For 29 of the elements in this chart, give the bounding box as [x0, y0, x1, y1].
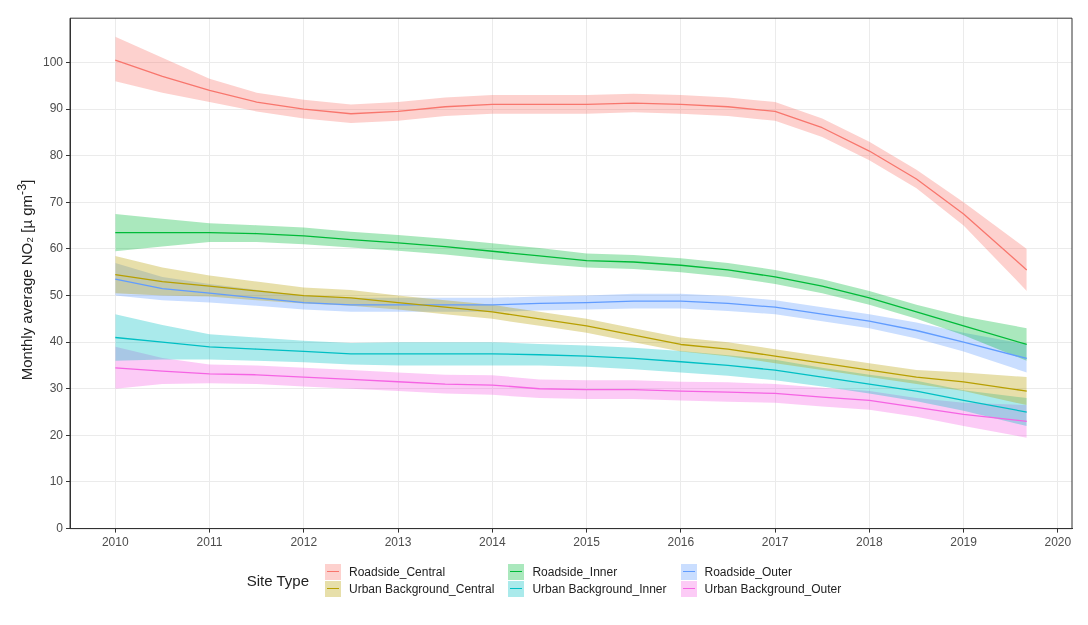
y-tick-label: 0 — [56, 520, 64, 535]
x-tick-label: 2019 — [950, 535, 978, 550]
y-tick-label: 30 — [49, 381, 64, 396]
legend-label: Urban Background_Outer — [704, 581, 842, 596]
y-tick-label: 80 — [49, 148, 64, 163]
x-tick-label: 2020 — [1044, 535, 1072, 550]
y-tick-label: 70 — [49, 194, 64, 209]
y-tick-label: 60 — [49, 241, 64, 256]
x-tick-label: 2017 — [761, 535, 789, 550]
x-tick-label: 2018 — [855, 535, 884, 550]
x-tick-label: 2016 — [667, 535, 695, 550]
legend-label: Roadside_Outer — [704, 564, 792, 579]
legend-label: Roadside_Central — [349, 564, 446, 579]
y-tick-label: 100 — [42, 54, 64, 69]
y-tick-label: 40 — [49, 334, 64, 349]
x-tick-label: 2013 — [384, 535, 412, 550]
x-tick-label: 2011 — [196, 535, 223, 550]
legend-title: Site Type — [246, 571, 309, 589]
y-tick-label: 50 — [49, 287, 64, 302]
legend-label: Urban Background_Inner — [532, 581, 667, 596]
x-tick-label: 2014 — [478, 535, 506, 550]
legend-label: Roadside_Inner — [532, 564, 618, 579]
y-tick-label: 10 — [49, 474, 64, 489]
legend-label: Urban Background_Central — [349, 581, 495, 596]
x-tick-label: 2010 — [101, 535, 129, 550]
y-tick-label: 20 — [49, 427, 64, 442]
x-tick-label: 2015 — [573, 535, 601, 550]
y-tick-label: 90 — [49, 101, 64, 116]
x-tick-label: 2012 — [290, 535, 318, 550]
